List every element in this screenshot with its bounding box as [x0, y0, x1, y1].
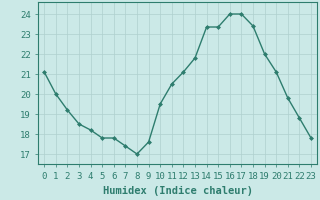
X-axis label: Humidex (Indice chaleur): Humidex (Indice chaleur)	[103, 186, 252, 196]
